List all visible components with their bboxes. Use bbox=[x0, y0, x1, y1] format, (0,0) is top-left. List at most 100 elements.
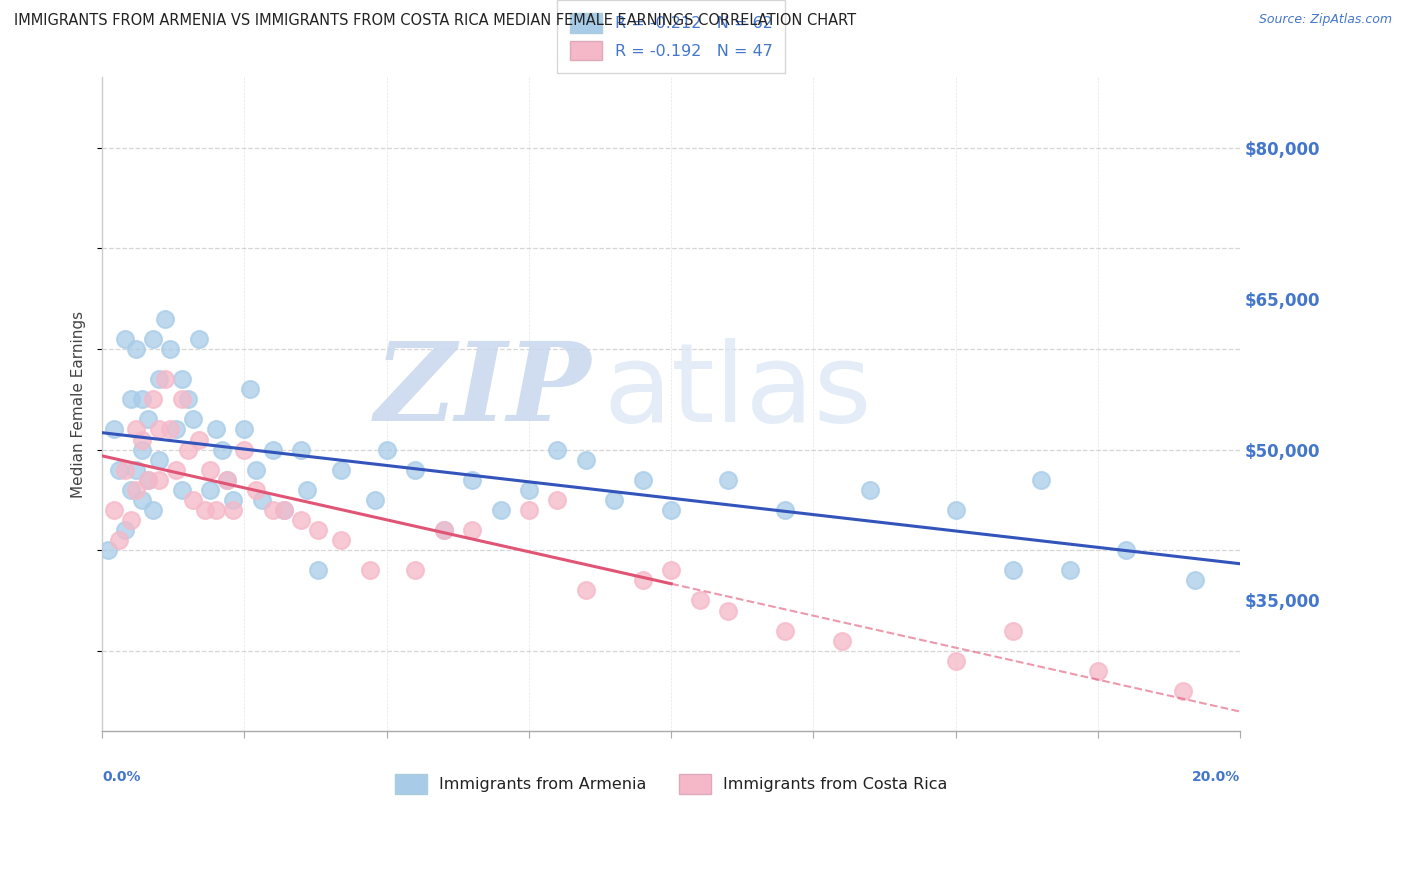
Point bbox=[153, 372, 176, 386]
Point bbox=[364, 492, 387, 507]
Point bbox=[159, 342, 181, 356]
Point bbox=[170, 392, 193, 407]
Legend: Immigrants from Armenia, Immigrants from Costa Rica: Immigrants from Armenia, Immigrants from… bbox=[387, 766, 956, 802]
Point bbox=[717, 603, 740, 617]
Point bbox=[211, 442, 233, 457]
Text: 20.0%: 20.0% bbox=[1192, 771, 1240, 784]
Point bbox=[1001, 624, 1024, 638]
Text: IMMIGRANTS FROM ARMENIA VS IMMIGRANTS FROM COSTA RICA MEDIAN FEMALE EARNINGS COR: IMMIGRANTS FROM ARMENIA VS IMMIGRANTS FR… bbox=[14, 13, 856, 29]
Point bbox=[290, 513, 312, 527]
Point bbox=[433, 523, 456, 537]
Point bbox=[131, 492, 153, 507]
Point bbox=[489, 503, 512, 517]
Point bbox=[222, 503, 245, 517]
Point bbox=[205, 503, 228, 517]
Point bbox=[200, 463, 222, 477]
Point bbox=[546, 492, 568, 507]
Point bbox=[273, 503, 295, 517]
Point bbox=[142, 503, 165, 517]
Point bbox=[120, 483, 142, 497]
Point bbox=[546, 442, 568, 457]
Point bbox=[148, 452, 170, 467]
Text: Source: ZipAtlas.com: Source: ZipAtlas.com bbox=[1258, 13, 1392, 27]
Point bbox=[330, 533, 353, 547]
Point bbox=[245, 463, 267, 477]
Point bbox=[1184, 574, 1206, 588]
Point bbox=[831, 633, 853, 648]
Point bbox=[1001, 563, 1024, 577]
Point bbox=[194, 503, 217, 517]
Point bbox=[120, 513, 142, 527]
Point bbox=[170, 372, 193, 386]
Point bbox=[136, 412, 159, 426]
Point bbox=[945, 654, 967, 668]
Point bbox=[575, 452, 598, 467]
Point bbox=[125, 342, 148, 356]
Point bbox=[517, 503, 540, 517]
Point bbox=[222, 492, 245, 507]
Point bbox=[717, 473, 740, 487]
Point bbox=[136, 473, 159, 487]
Y-axis label: Median Female Earnings: Median Female Earnings bbox=[72, 310, 86, 498]
Point bbox=[859, 483, 882, 497]
Point bbox=[159, 422, 181, 436]
Point bbox=[131, 392, 153, 407]
Point bbox=[131, 433, 153, 447]
Point bbox=[307, 563, 329, 577]
Point bbox=[1115, 543, 1137, 558]
Point bbox=[103, 503, 125, 517]
Point bbox=[200, 483, 222, 497]
Point bbox=[945, 503, 967, 517]
Text: atlas: atlas bbox=[603, 338, 872, 445]
Point bbox=[233, 442, 256, 457]
Point bbox=[217, 473, 239, 487]
Point bbox=[114, 332, 136, 346]
Point bbox=[517, 483, 540, 497]
Point bbox=[205, 422, 228, 436]
Point bbox=[659, 563, 682, 577]
Point bbox=[1059, 563, 1081, 577]
Point bbox=[262, 503, 284, 517]
Point bbox=[125, 422, 148, 436]
Point bbox=[120, 392, 142, 407]
Point bbox=[125, 483, 148, 497]
Point bbox=[170, 483, 193, 497]
Point bbox=[1087, 664, 1109, 678]
Point bbox=[239, 382, 262, 396]
Point bbox=[295, 483, 318, 497]
Point bbox=[359, 563, 381, 577]
Point bbox=[125, 463, 148, 477]
Point bbox=[404, 563, 426, 577]
Point bbox=[250, 492, 273, 507]
Point bbox=[142, 392, 165, 407]
Point bbox=[689, 593, 711, 607]
Point bbox=[176, 392, 198, 407]
Point bbox=[461, 523, 484, 537]
Point bbox=[273, 503, 295, 517]
Point bbox=[114, 463, 136, 477]
Point bbox=[773, 503, 796, 517]
Point bbox=[233, 422, 256, 436]
Point bbox=[108, 533, 131, 547]
Point bbox=[290, 442, 312, 457]
Point bbox=[187, 332, 209, 346]
Point bbox=[1173, 684, 1195, 698]
Point bbox=[131, 442, 153, 457]
Point bbox=[148, 372, 170, 386]
Point bbox=[330, 463, 353, 477]
Point bbox=[375, 442, 398, 457]
Point bbox=[165, 463, 187, 477]
Point bbox=[103, 422, 125, 436]
Point bbox=[217, 473, 239, 487]
Point bbox=[176, 442, 198, 457]
Point bbox=[659, 503, 682, 517]
Point bbox=[404, 463, 426, 477]
Point bbox=[153, 311, 176, 326]
Point bbox=[181, 492, 204, 507]
Text: 0.0%: 0.0% bbox=[103, 771, 141, 784]
Point bbox=[575, 583, 598, 598]
Point bbox=[187, 433, 209, 447]
Text: ZIP: ZIP bbox=[375, 337, 592, 445]
Point bbox=[148, 473, 170, 487]
Point bbox=[97, 543, 120, 558]
